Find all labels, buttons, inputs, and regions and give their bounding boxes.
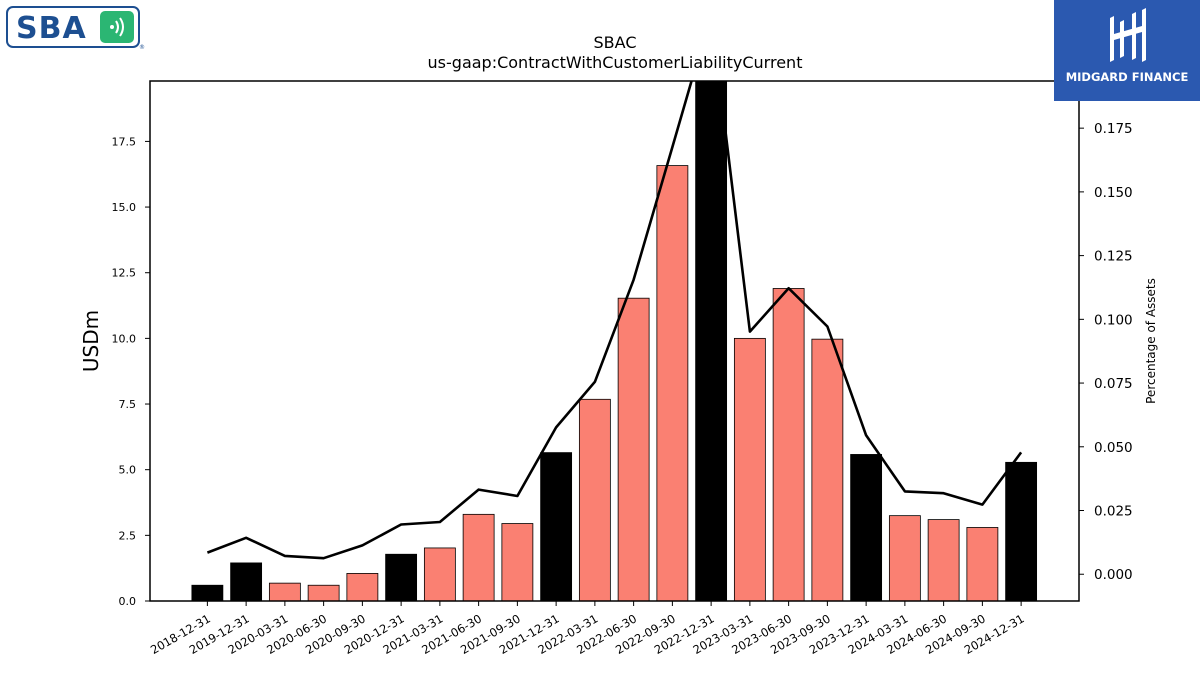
bars-layer — [191, 81, 1038, 601]
chart-title: SBAC — [594, 33, 637, 52]
bar-2024-03-31 — [888, 515, 921, 601]
y2-axis-label: Percentage of Assets — [1144, 278, 1158, 404]
bar-2021-12-31 — [540, 452, 573, 601]
bar-2018-12-31 — [191, 584, 224, 601]
y2-tick-label: 0.025 — [1094, 504, 1133, 520]
y2-tick-label: 0.150 — [1094, 185, 1133, 201]
bar-2021-03-31 — [423, 547, 456, 601]
bar-2023-06-30 — [772, 288, 805, 601]
bar-2023-12-31 — [850, 454, 883, 601]
bar-2024-06-30 — [927, 519, 960, 601]
y-tick-label: 15.0 — [112, 201, 137, 214]
y-tick-label: 5.0 — [119, 464, 137, 477]
y2-tick-label: 0.175 — [1094, 121, 1133, 137]
bar-2022-03-31 — [578, 398, 611, 601]
y-axis-label: USDm — [79, 310, 103, 372]
bar-2023-09-30 — [811, 338, 844, 601]
midgard-finance-text: MIDGARD FINANCE — [1065, 70, 1189, 84]
bar-2021-06-30 — [462, 513, 495, 601]
bar-2022-06-30 — [617, 297, 650, 601]
y2-tick-label: 0.050 — [1094, 440, 1133, 456]
plot-frame — [149, 80, 1080, 602]
bar-2020-03-31 — [268, 582, 301, 601]
y2-tick-label: 0.100 — [1094, 312, 1133, 328]
y-tick-label: 12.5 — [112, 267, 137, 280]
bar-2020-06-30 — [307, 584, 340, 601]
registered-mark: ® — [139, 44, 145, 51]
bar-2023-03-31 — [733, 337, 766, 601]
bar-2024-09-30 — [966, 527, 999, 601]
y-tick-label: 10.0 — [112, 332, 137, 345]
bar-2021-09-30 — [501, 523, 534, 601]
midgard-mark-icon — [1110, 8, 1146, 62]
midgard-finance-logo: MIDGARD FINANCE — [1054, 0, 1200, 101]
bar-2019-12-31 — [230, 562, 263, 601]
y-tick-label: 17.5 — [112, 135, 137, 148]
chart-subtitle: us-gaap:ContractWithCustomerLiabilityCur… — [428, 53, 803, 72]
y2-tick-label: 0.125 — [1094, 249, 1133, 265]
bar-2020-09-30 — [346, 573, 379, 601]
bar-2022-09-30 — [656, 165, 689, 601]
y-tick-label: 2.5 — [119, 529, 137, 542]
x-ticks: 2018-12-312019-12-312020-03-312020-06-30… — [148, 601, 1027, 657]
bar-2022-12-31 — [695, 81, 728, 601]
sba-logo-text: SBA — [16, 11, 87, 46]
signal-icon — [100, 11, 134, 43]
sba-logo: SBA ® — [6, 6, 145, 51]
y-tick-label: 0.0 — [119, 595, 137, 608]
y2-ticks: 0.000 0.025 0.050 0.075 0.100 0.125 0.150 0.175 — [1079, 121, 1133, 583]
y-ticks: 0.0 2.5 5.0 7.5 10.0 12.5 15.0 17.5 — [112, 135, 150, 608]
y2-tick-label: 0.000 — [1094, 567, 1133, 583]
bar-2020-12-31 — [385, 553, 418, 601]
line-layer — [206, 81, 1023, 560]
y2-tick-label: 0.075 — [1094, 376, 1133, 392]
y-tick-label: 7.5 — [119, 398, 137, 411]
percentage-of-assets-line — [206, 81, 1023, 560]
bar-2024-12-31 — [1005, 461, 1038, 601]
